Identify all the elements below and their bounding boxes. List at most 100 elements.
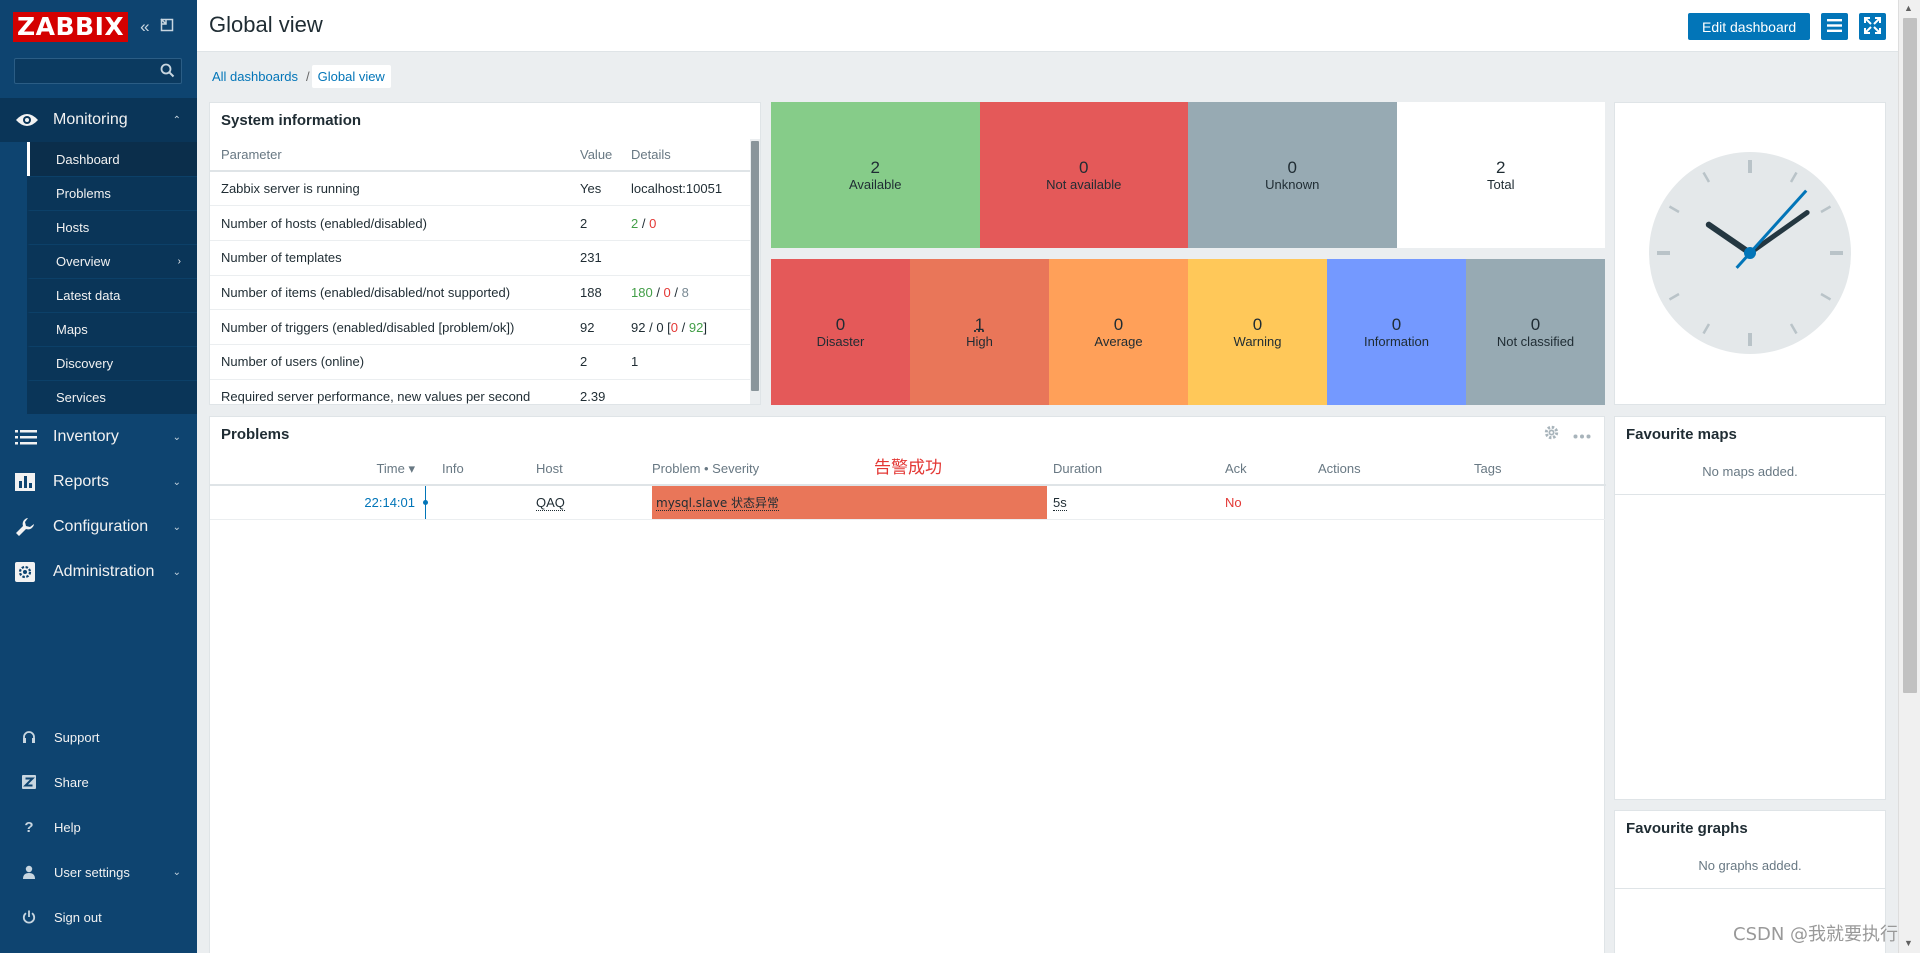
nav-help[interactable]: ? Help [0,809,197,845]
system-info-table: Parameter Value Details Zabbix server is… [210,139,751,404]
widget-scrollbar[interactable] [750,139,760,404]
scroll-up-arrow-icon[interactable]: ▲ [1904,3,1913,13]
page-title: Global view [209,12,323,37]
param-cell: Number of users (online) [210,344,580,380]
bar-chart-icon [15,473,41,491]
enabled-count: 180 [631,284,653,300]
search-icon[interactable] [160,63,175,81]
problem-name-link[interactable]: mysql.slave 状态异常 [656,495,780,511]
nav-maps[interactable]: Maps [27,312,197,346]
nav-latest-data[interactable]: Latest data [27,278,197,312]
nav-maps-label: Maps [56,322,88,337]
details-cell: 2 / 0 [631,205,751,241]
breadcrumb-global-view[interactable]: Global view [311,64,391,88]
favourite-maps-widget: Favourite maps No maps added. [1614,416,1886,800]
problem-duration-link[interactable]: 5s [1053,494,1067,511]
search-input[interactable] [15,59,155,83]
nav-dashboard[interactable]: Dashboard [27,142,197,176]
nav-support[interactable]: Support [0,719,197,755]
problem-name[interactable]: mysql.slave 状态异常 [652,485,1047,520]
edit-dashboard-button[interactable]: Edit dashboard [1688,13,1811,40]
nav-problems[interactable]: Problems [27,176,197,210]
kiosk-toggle-icon[interactable] [160,17,174,37]
nav-hosts-label: Hosts [56,220,90,235]
severity-tile-warning[interactable]: 0 Warning [1188,259,1327,405]
severity-tile-information[interactable]: 0 Information [1327,259,1466,405]
actions-menu-button[interactable] [1821,13,1848,40]
tile-count: 0 [1530,314,1541,334]
menu-icon [1827,18,1842,35]
clock-face [1649,152,1851,354]
nav-share-label: Share [54,774,89,790]
nav-administration[interactable]: Administration ⌄ [0,550,197,594]
tile-label: Not available [1046,176,1122,192]
severity-tile-disaster[interactable]: 0 Disaster [771,259,910,405]
tile-count: 0 [1079,157,1089,177]
nav-discovery[interactable]: Discovery [27,346,197,380]
value-cell: 188 [580,275,631,311]
value-cell: 231 [580,240,631,276]
severity-tile-average[interactable]: 0 Average [1049,259,1188,405]
nav-share[interactable]: Share [0,764,197,800]
tile-count: 0 [1113,314,1124,334]
wrench-icon [15,517,41,537]
nav-overview[interactable]: Overview › [27,244,197,278]
chevron-down-icon: ⌄ [172,476,181,488]
clock-tick [1820,205,1832,214]
tile-count: 2 [1496,157,1506,177]
disabled-count: 0 [649,215,657,231]
problem-row: 22:14:01 QAQ mysql.slave 状态异常 5s No [210,485,1606,520]
tile-count[interactable]: 1 [974,314,985,334]
scroll-down-arrow-icon[interactable]: ▼ [1904,938,1913,948]
tile-label: Information [1363,333,1430,349]
column-header-timeline [415,453,442,486]
headset-icon [19,730,39,744]
kiosk-mode-button[interactable] [1859,13,1886,40]
problem-time[interactable]: 22:14:01 [210,485,415,520]
nav-user-settings-label: User settings [54,864,130,880]
severity-tile-high[interactable]: 1 High [910,259,1049,405]
nav-services[interactable]: Services [27,380,197,414]
nav-services-label: Services [56,390,106,405]
scrollbar-thumb[interactable] [751,141,759,391]
problem-tags [1474,485,1606,520]
problem-host[interactable]: QAQ [536,485,652,520]
nav-user-settings[interactable]: User settings ⌄ [0,854,197,890]
problem-host-link[interactable]: QAQ [536,494,565,511]
nav-hosts[interactable]: Hosts [27,210,197,244]
clock-tick [1668,292,1680,301]
more-options-icon[interactable] [1573,426,1591,442]
collapse-sidebar-icon[interactable]: « [140,17,150,36]
availability-tile[interactable]: 0 Not available [979,102,1188,248]
availability-tile[interactable]: 2 Available [771,102,980,248]
nav-support-label: Support [54,729,100,745]
availability-tile[interactable]: 0 Unknown [1188,102,1397,248]
nav-monitoring[interactable]: Monitoring ⌃ [0,98,197,142]
value-cell: Yes [580,171,631,207]
problem-ack[interactable]: No [1225,485,1318,520]
tile-label: Total [1487,176,1515,192]
param-cell: Number of templates [210,240,580,276]
param-cell: Zabbix server is running [210,171,580,207]
availability-tile[interactable]: 2 Total [1396,102,1605,248]
nav-reports[interactable]: Reports ⌄ [0,460,197,504]
zabbix-logo[interactable]: ZABBIX [13,12,129,42]
details-cell: 92 / 0 [0 / 92] [631,309,751,345]
gear-icon[interactable] [1544,425,1559,443]
problems-table: Time ▾ Info Host Problem • Severity Dura… [210,453,1606,520]
nav-sign-out[interactable]: Sign out [0,899,197,935]
severity-tile-not-classified[interactable]: 0 Not classified [1466,259,1605,405]
problem-duration[interactable]: 5s [1047,485,1225,520]
nav-configuration[interactable]: Configuration ⌄ [0,505,197,549]
nav-overview-label: Overview [56,254,111,269]
column-header-actions: Actions [1318,453,1474,486]
column-header-time[interactable]: Time ▾ [210,453,415,486]
scrollbar-thumb[interactable] [1903,18,1917,693]
breadcrumb-all-dashboards[interactable]: All dashboards [212,68,298,84]
nav-inventory[interactable]: Inventory ⌄ [0,415,197,459]
help-icon: ? [24,818,34,836]
widget-title: Favourite graphs [1626,820,1748,837]
page-scrollbar[interactable]: ▲ ▼ [1898,0,1920,953]
tile-label: Unknown [1265,176,1320,192]
param-cell: Required server performance, new values … [210,379,580,404]
